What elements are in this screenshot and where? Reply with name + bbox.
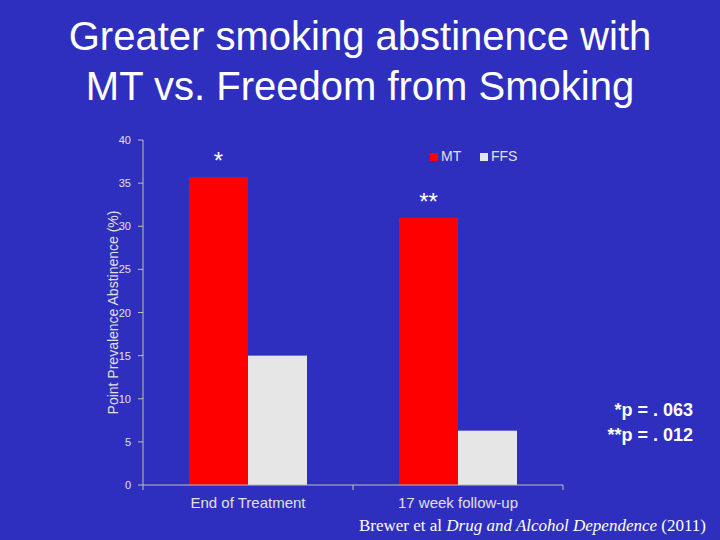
- legend-label: FFS: [491, 148, 517, 164]
- y-tick: [138, 398, 143, 399]
- citation-part: Drug and Alcohol Dependence: [442, 516, 657, 535]
- x-tick-label: End of Treatment: [190, 494, 306, 511]
- y-tick: [138, 355, 143, 356]
- background: [0, 0, 720, 540]
- y-axis-label: Point Prevalence Abstinence (%): [105, 211, 121, 415]
- citation-part: (2011): [657, 516, 706, 535]
- annotation: **: [419, 188, 438, 215]
- x-tick: [353, 485, 354, 490]
- legend-swatch: [430, 153, 438, 161]
- legend-swatch: [480, 153, 488, 161]
- title: MT vs. Freedom from Smoking: [86, 64, 634, 108]
- legend-label: MT: [441, 148, 462, 164]
- x-tick: [563, 485, 564, 490]
- note: *p = . 063: [614, 400, 693, 420]
- x-tick: [143, 485, 144, 490]
- citation-part: Brewer et al: [359, 516, 442, 535]
- citation: Brewer et al Drug and Alcohol Dependence…: [359, 516, 706, 535]
- note: **p = . 012: [607, 425, 693, 445]
- y-axis: [143, 140, 144, 485]
- bar: [399, 218, 458, 485]
- y-tick-label: 35: [119, 177, 131, 189]
- y-tick: [138, 140, 143, 141]
- title: Greater smoking abstinence with: [69, 14, 652, 58]
- y-tick: [138, 441, 143, 442]
- y-tick-label: 0: [125, 479, 131, 491]
- y-tick: [138, 312, 143, 313]
- y-tick: [138, 226, 143, 227]
- bar: [189, 177, 248, 485]
- y-tick: [138, 269, 143, 270]
- bars: [189, 177, 517, 485]
- y-tick-label: 5: [125, 436, 131, 448]
- y-tick: [138, 183, 143, 184]
- annotation: *: [214, 147, 223, 174]
- chart: Greater smoking abstinence with MT vs. Fr…: [0, 0, 720, 540]
- bar: [458, 431, 517, 485]
- y-tick-label: 40: [119, 134, 131, 146]
- y-tick: [138, 485, 143, 486]
- bar: [248, 356, 307, 485]
- x-tick-label: 17 week follow-up: [398, 494, 518, 511]
